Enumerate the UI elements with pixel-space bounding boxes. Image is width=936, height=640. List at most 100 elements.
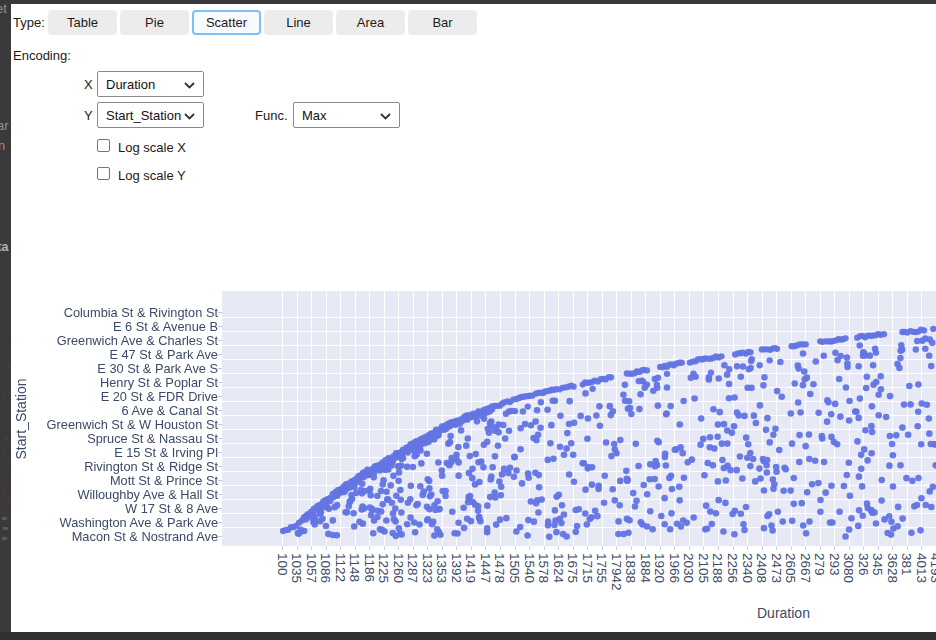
x-tick-label: 1447 xyxy=(479,553,492,583)
y-tick-label: Henry St & Poplar St xyxy=(0,376,218,389)
y-tick-label: Greenwich Ave & Charles St xyxy=(0,334,218,347)
x-axis-title: Duration xyxy=(757,605,810,621)
clipped-background-text: ar xyxy=(0,118,9,133)
x-tick-label: 3628 xyxy=(886,553,899,583)
y-tick-label: E 6 St & Avenue B xyxy=(0,320,218,333)
chevron-down-icon xyxy=(184,113,195,120)
x-tick-label: 1353 xyxy=(435,553,448,583)
y-axis-title: Start_Station xyxy=(13,379,29,460)
func-label: Func. xyxy=(255,108,288,123)
clipped-background-mark xyxy=(7,462,10,465)
clipped-background-mark xyxy=(7,500,10,503)
x-tick-label: 1838 xyxy=(624,553,637,583)
y-tick-label: Spruce St & Nassau St xyxy=(0,432,218,445)
type-button-bar[interactable]: Bar xyxy=(408,10,477,35)
x-tick-label: 293 xyxy=(828,553,841,576)
clipped-background-mark xyxy=(6,480,9,483)
x-tick-label: 2605 xyxy=(784,553,797,583)
x-axis-letter: X xyxy=(84,77,93,92)
y-tick-label: Macon St & Nostrand Ave xyxy=(0,530,218,543)
clipped-background-mark xyxy=(7,365,10,368)
type-button-table[interactable]: Table xyxy=(48,10,117,35)
y-tick-label: Mott St & Prince St xyxy=(0,474,218,487)
x-tick-label: 4193 xyxy=(929,553,936,583)
encoding-label: Encoding: xyxy=(13,48,71,63)
type-button-scatter[interactable]: Scatter xyxy=(192,10,261,35)
log-scale-y-label: Log scale Y xyxy=(118,168,186,183)
x-tick-label: 100 xyxy=(276,553,289,576)
x-tick-label: 1675 xyxy=(566,553,579,583)
type-label: Type: xyxy=(13,15,45,30)
x-tick-label: 1755 xyxy=(595,553,608,583)
log-scale-x-checkbox[interactable] xyxy=(97,139,110,152)
x-tick-label: 2030 xyxy=(682,553,695,583)
x-tick-label: 2105 xyxy=(697,553,710,583)
y-tick-label: W 17 St & 8 Ave xyxy=(0,502,218,515)
x-tick-label: 326 xyxy=(857,553,870,576)
clipped-background-mark xyxy=(5,437,8,440)
x-tick-label: 1578 xyxy=(537,553,550,583)
y-tick-label: Washington Ave & Park Ave xyxy=(0,516,218,529)
x-tick-label: 1419 xyxy=(464,553,477,583)
clipped-background-mark xyxy=(2,452,5,455)
y-tick-label: E 30 St & Park Ave S xyxy=(0,362,218,375)
x-tick-label: 381 xyxy=(900,553,913,576)
x-tick-label: 1884 xyxy=(639,553,652,583)
type-button-pie[interactable]: Pie xyxy=(120,10,189,35)
clipped-background-mark xyxy=(4,508,7,511)
x-tick-label: 2340 xyxy=(741,553,754,583)
x-tick-label: 1186 xyxy=(363,553,376,582)
func-select[interactable]: Max xyxy=(293,102,400,128)
x-tick-label: 1086 xyxy=(319,553,332,583)
x-tick-label: 1260 xyxy=(392,553,405,583)
chevron-down-icon xyxy=(184,82,195,89)
x-tick-label: 1035 xyxy=(290,553,303,583)
y-tick-label: Willoughby Ave & Hall St xyxy=(0,488,218,501)
clipped-background-mark xyxy=(2,492,5,495)
x-tick-label: 1920 xyxy=(653,553,666,583)
x-tick-label: 1715 xyxy=(581,553,594,583)
x-tick-label: 1287 xyxy=(406,553,419,583)
type-button-area[interactable]: Area xyxy=(336,10,405,35)
x-tick-label: 279 xyxy=(813,553,826,576)
x-tick-label: 1057 xyxy=(305,553,318,583)
x-tick-label: 345 xyxy=(871,553,884,576)
left-frame-overlay: et ar n ta xyxy=(0,0,11,640)
log-scale-x-label: Log scale X xyxy=(118,140,186,155)
chevron-down-icon xyxy=(380,113,391,120)
x-tick-label: 1624 xyxy=(552,553,565,583)
log-scale-y-checkbox[interactable] xyxy=(97,167,110,180)
scatter-plot xyxy=(217,291,936,551)
x-field-select[interactable]: Duration xyxy=(97,71,204,97)
y-tick-label: E 47 St & Park Ave xyxy=(0,348,218,361)
clipped-background-text: ta xyxy=(0,239,9,254)
clipped-background-mark xyxy=(3,395,6,398)
clipped-background-mark xyxy=(2,517,7,520)
x-tick-label: 2188 xyxy=(711,553,724,583)
func-value: Max xyxy=(302,108,327,123)
x-tick-label: 17942 xyxy=(610,553,623,591)
y-axis-letter: Y xyxy=(84,108,93,123)
y-tick-label: E 15 St & Irving Pl xyxy=(0,446,218,459)
clipped-background-mark xyxy=(3,471,6,474)
x-tick-label: 1505 xyxy=(508,553,521,583)
x-tick-label: 1540 xyxy=(523,553,536,583)
x-tick-label: 1122 xyxy=(334,553,347,582)
x-tick-label: 2408 xyxy=(755,553,768,583)
clipped-background-mark xyxy=(3,527,8,530)
x-tick-label: 1966 xyxy=(668,553,681,583)
clipped-background-mark xyxy=(4,340,7,343)
y-tick-label: Rivington St & Ridge St xyxy=(0,460,218,473)
y-field-select[interactable]: Start_Station xyxy=(97,102,204,128)
x-tick-label: 1225 xyxy=(377,553,390,583)
type-button-line[interactable]: Line xyxy=(264,10,333,35)
x-tick-label: 1478 xyxy=(493,553,506,583)
top-frame-edge xyxy=(0,0,936,4)
x-tick-label: 2473 xyxy=(770,553,783,583)
clipped-background-mark xyxy=(2,537,7,540)
clipped-background-text: n xyxy=(0,138,5,153)
chart-type-button-group: TablePieScatterLineAreaBar xyxy=(48,10,477,35)
bottom-frame-edge xyxy=(0,632,936,640)
x-tick-label: 1148 xyxy=(348,553,361,582)
x-tick-label: 1323 xyxy=(421,553,434,583)
